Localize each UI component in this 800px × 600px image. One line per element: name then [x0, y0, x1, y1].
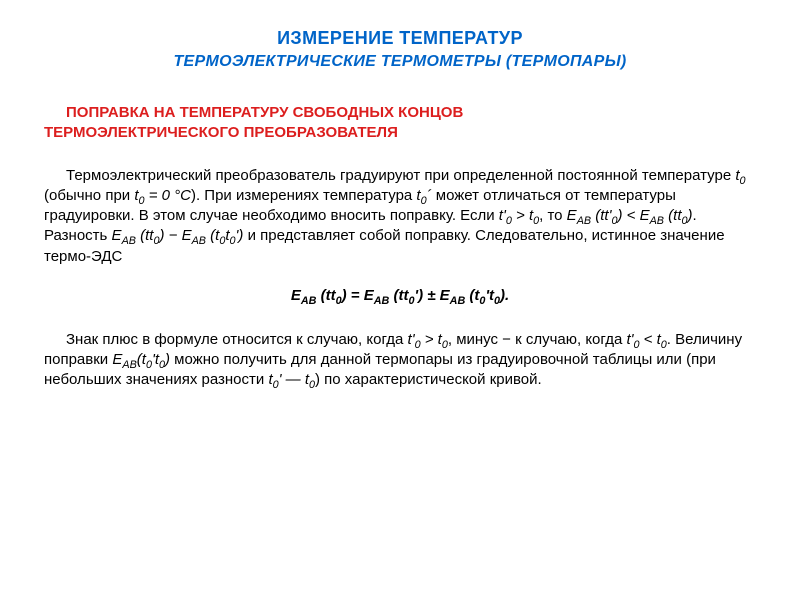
- slide-title: ИЗМЕРЕНИЕ ТЕМПЕРАТУР: [44, 28, 756, 49]
- slide: ИЗМЕРЕНИЕ ТЕМПЕРАТУР ТЕРМОЭЛЕКТРИЧЕСКИЕ …: [0, 0, 800, 600]
- formula: ЕАВ (tt0) = ЕАВ (tt0') ± ЕАВ (t0't0).: [44, 287, 756, 304]
- section-line1: ПОПРАВКА НА ТЕМПЕРАТУРУ СВОБОДНЫХ КОНЦОВ: [66, 104, 463, 121]
- paragraph-1-text: Термоэлектрический преобразователь граду…: [44, 167, 746, 265]
- section-header: ПОПРАВКА НА ТЕМПЕРАТУРУ СВОБОДНЫХ КОНЦОВ…: [44, 103, 756, 144]
- paragraph-2: Знак плюс в формуле относится к случаю, …: [44, 330, 756, 391]
- section-line2: ТЕРМОЭЛЕКТРИЧЕСКОГО ПРЕОБРАЗОВАТЕЛЯ: [44, 124, 398, 141]
- paragraph-2-text: Знак плюс в формуле относится к случаю, …: [44, 331, 742, 389]
- paragraph-1: Термоэлектрический преобразователь граду…: [44, 166, 756, 267]
- title-block: ИЗМЕРЕНИЕ ТЕМПЕРАТУР ТЕРМОЭЛЕКТРИЧЕСКИЕ …: [44, 28, 756, 71]
- slide-subtitle: ТЕРМОЭЛЕКТРИЧЕСКИЕ ТЕРМОМЕТРЫ (ТЕРМОПАРЫ…: [44, 53, 756, 71]
